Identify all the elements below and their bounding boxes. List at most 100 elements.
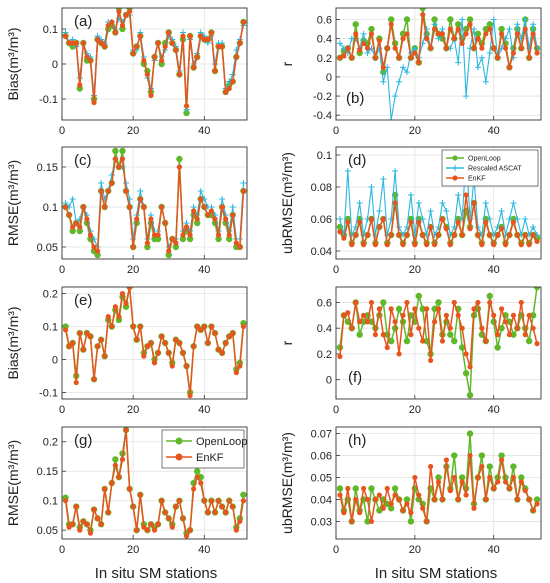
x-axis-label-left: In situ SM stations xyxy=(95,565,218,582)
legend-marker xyxy=(452,165,458,171)
y-tick-label: 0.15 xyxy=(37,466,58,478)
point-enkf xyxy=(372,496,379,503)
point-ascat xyxy=(403,69,410,76)
point-enkf xyxy=(372,332,379,338)
y-tick-label: 0.6 xyxy=(317,14,332,26)
point-enkf xyxy=(151,360,158,366)
panel-c: 0.05 0.1 0.15 0 20 40 RMSE(m³/m³) (c) xyxy=(5,146,248,276)
x-tick-label: 40 xyxy=(198,404,210,416)
legend-label-openloop: OpenLoop xyxy=(196,436,247,448)
point-enkf xyxy=(483,338,489,344)
point-enkf xyxy=(349,325,355,331)
plot-area xyxy=(336,152,541,248)
y-tick-label: 0.6 xyxy=(317,297,332,309)
point-enkf xyxy=(98,188,104,194)
point-enkf xyxy=(134,527,140,533)
point-openloop xyxy=(399,30,407,38)
point-enkf xyxy=(463,192,469,198)
point-enkf xyxy=(176,340,183,346)
point-openloop xyxy=(431,305,438,313)
x-tick-label: 0 xyxy=(59,544,65,556)
panel-f: 0 0.2 0.4 0.6 0 20 40 r (f) xyxy=(279,286,542,416)
point-enkf xyxy=(345,485,351,492)
point-ascat xyxy=(459,16,466,23)
point-openloop xyxy=(474,30,482,38)
point-enkf xyxy=(428,357,434,363)
point-enkf xyxy=(201,36,207,43)
point-enkf xyxy=(208,498,215,504)
legend-label-enkf: EnKF xyxy=(196,452,224,464)
point-enkf xyxy=(491,312,497,318)
y-axis-label: ubRMSE(m³/m³) xyxy=(279,432,295,534)
point-enkf xyxy=(166,29,172,36)
point-enkf xyxy=(357,510,363,516)
point-enkf xyxy=(233,240,239,246)
x-tick-label: 0 xyxy=(333,404,339,416)
point-enkf xyxy=(176,164,183,170)
legend-marker xyxy=(175,437,183,445)
point-enkf xyxy=(162,509,168,516)
point-enkf xyxy=(94,515,101,521)
point-openloop xyxy=(435,474,442,481)
point-enkf xyxy=(380,505,386,511)
point-openloop xyxy=(415,292,422,300)
point-openloop xyxy=(419,8,426,12)
point-enkf xyxy=(123,188,129,194)
point-enkf xyxy=(226,333,232,340)
point-enkf xyxy=(102,204,108,210)
point-enkf xyxy=(491,242,497,248)
point-enkf xyxy=(183,103,190,109)
point-ascat xyxy=(98,180,105,186)
point-enkf xyxy=(94,343,101,349)
point-ascat xyxy=(419,216,426,222)
point-enkf xyxy=(109,323,115,330)
point-enkf xyxy=(80,40,86,46)
point-ascat xyxy=(388,117,395,120)
point-enkf xyxy=(180,515,186,521)
point-enkf xyxy=(534,238,540,244)
point-openloop xyxy=(498,25,505,33)
point-ascat xyxy=(69,196,76,202)
point-openloop xyxy=(69,227,76,235)
point-ascat xyxy=(376,208,383,214)
y-tick-label: 0.4 xyxy=(317,323,332,335)
point-enkf xyxy=(424,518,430,525)
point-enkf xyxy=(439,31,446,37)
point-openloop xyxy=(482,25,490,33)
point-enkf xyxy=(495,232,501,238)
point-openloop xyxy=(447,331,454,338)
point-enkf xyxy=(205,340,211,346)
point-enkf xyxy=(73,40,79,46)
point-enkf xyxy=(62,327,69,333)
point-enkf xyxy=(392,319,398,325)
point-enkf xyxy=(226,85,232,92)
y-tick-label: 0.1 xyxy=(43,202,58,214)
point-enkf xyxy=(137,323,143,330)
point-enkf xyxy=(408,510,414,516)
point-enkf xyxy=(495,55,501,61)
y-axis-label: Bias(m³/m³) xyxy=(5,27,21,100)
point-enkf xyxy=(70,40,76,46)
point-enkf xyxy=(77,527,83,533)
point-enkf xyxy=(226,232,232,238)
point-enkf xyxy=(368,299,375,306)
panel-d: 0.04 0.06 0.08 0.1 0 20 40 ubRMSE(m³/m³) (d) Open… xyxy=(279,146,542,276)
point-enkf xyxy=(194,474,200,480)
point-enkf xyxy=(416,219,422,225)
point-enkf xyxy=(134,43,140,50)
point-openloop xyxy=(498,324,505,332)
point-enkf xyxy=(66,212,72,218)
point-enkf xyxy=(230,78,236,85)
point-enkf xyxy=(105,509,111,516)
point-enkf xyxy=(84,54,90,60)
point-enkf xyxy=(510,50,517,56)
point-enkf xyxy=(137,196,143,202)
point-enkf xyxy=(435,306,442,312)
point-enkf xyxy=(208,208,215,214)
point-openloop xyxy=(387,505,395,512)
point-enkf xyxy=(443,457,449,463)
point-ascat xyxy=(240,180,247,186)
point-enkf xyxy=(364,45,371,51)
point-enkf xyxy=(187,33,193,39)
